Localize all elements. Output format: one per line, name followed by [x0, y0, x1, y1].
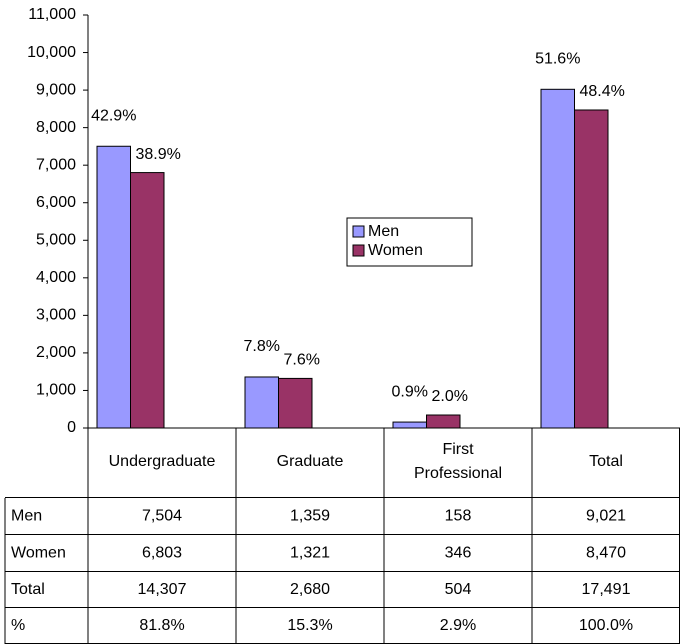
bar-label: 2.0%	[432, 388, 468, 405]
bar-label: 0.9%	[392, 383, 428, 400]
x-tick-label: Undergraduate	[109, 453, 216, 470]
legend	[346, 217, 473, 267]
bar	[540, 88, 575, 429]
table-cell: 100.0%	[579, 617, 633, 634]
row-label: Men	[11, 508, 42, 525]
bar-label: 7.6%	[284, 352, 320, 369]
x-tick-label: First Professional	[414, 441, 502, 482]
y-tick-label: 0	[67, 419, 76, 436]
y-tick-label: 4,000	[36, 269, 76, 286]
y-tick-label: 6,000	[36, 194, 76, 211]
legend-swatch	[352, 225, 365, 238]
table-cell: 9,021	[586, 508, 626, 525]
y-tick-label: 10,000	[27, 44, 76, 61]
table-cell: 346	[445, 545, 472, 562]
bar-label: 51.6%	[535, 51, 580, 68]
table-cell: 158	[445, 508, 472, 525]
table-cell: 14,307	[138, 581, 187, 598]
bar-label: 48.4%	[580, 83, 625, 100]
table-cell: 504	[445, 581, 472, 598]
table-cell: 1,359	[290, 508, 330, 525]
table-cell: 1,321	[290, 545, 330, 562]
bar	[278, 377, 313, 429]
x-tick-label: Total	[589, 453, 623, 470]
table-cell: 17,491	[582, 581, 631, 598]
table-cell: 81.8%	[139, 617, 184, 634]
bar	[392, 421, 427, 429]
table-cell: 2,680	[290, 581, 330, 598]
table-cell: 15.3%	[287, 617, 332, 634]
bar	[130, 172, 165, 429]
bar	[426, 414, 461, 429]
y-tick-label: 1,000	[36, 382, 76, 399]
table-cell: 6,803	[142, 545, 182, 562]
y-tick-label: 7,000	[36, 156, 76, 173]
y-tick-label: 11,000	[28, 6, 76, 23]
bar-label: 42.9%	[91, 107, 136, 124]
x-tick-label: Graduate	[277, 453, 344, 470]
y-tick-label: 8,000	[36, 119, 76, 136]
bar	[96, 145, 131, 429]
row-label: %	[11, 617, 25, 634]
table-cell: 7,504	[142, 508, 182, 525]
y-tick-label: 3,000	[36, 307, 76, 324]
legend-label: Men	[368, 223, 399, 240]
y-tick-label: 5,000	[36, 231, 76, 248]
legend-swatch	[352, 244, 365, 257]
table-cell: 8,470	[586, 545, 626, 562]
y-tick-label: 9,000	[36, 81, 76, 98]
row-label: Women	[11, 545, 66, 562]
legend-label: Women	[368, 242, 423, 259]
row-label: Total	[11, 581, 45, 598]
x-tick-label-line: Professional	[414, 465, 502, 482]
bar-label: 38.9%	[136, 146, 181, 163]
bar-label: 7.8%	[244, 338, 280, 355]
bar	[244, 376, 279, 429]
x-tick-label-line: First	[442, 441, 474, 458]
y-tick-label: 2,000	[36, 344, 76, 361]
table-cell: 2.9%	[440, 617, 476, 634]
bar	[574, 109, 609, 429]
